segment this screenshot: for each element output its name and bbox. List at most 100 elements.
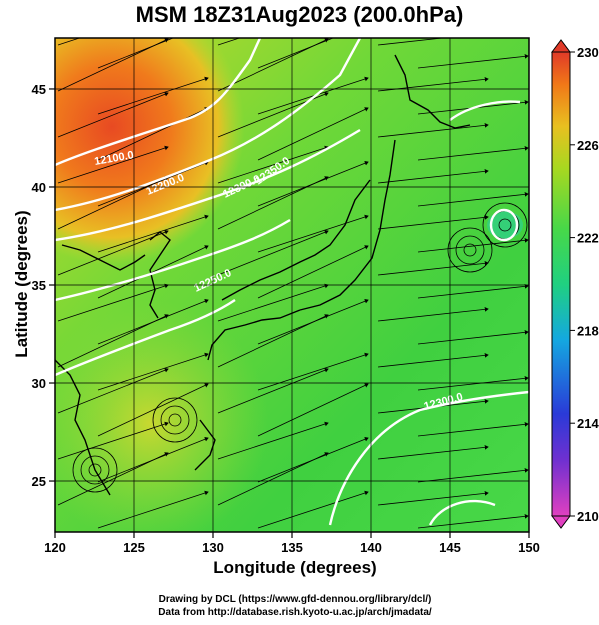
x-tick-label: 145: [439, 540, 461, 555]
grid: [55, 38, 529, 532]
colorbar-scale: [551, 51, 571, 517]
streamline: [57, 452, 169, 506]
streamline: [377, 122, 489, 138]
credit-drawing: Drawing by DCL (https://www.gfd-dennou.o…: [158, 594, 432, 605]
streamline: [97, 76, 209, 115]
streamline: [97, 490, 209, 529]
streamline: [377, 168, 489, 184]
x-tick-label: 140: [360, 540, 382, 555]
y-tick-label: 45: [32, 82, 46, 97]
streamline: [257, 383, 369, 437]
vortex-streamline: [447, 227, 493, 273]
x-tick-label: 130: [202, 540, 224, 555]
x-axis-label: Longitude (degrees): [213, 558, 377, 577]
vortex-streamline: [160, 405, 190, 435]
streamline: [97, 214, 209, 253]
streamline: [257, 214, 369, 253]
china-east-coast: [55, 359, 111, 496]
streamline: [217, 367, 329, 414]
colorbar-tick-label: 210: [577, 509, 599, 524]
streamline: [57, 145, 169, 184]
y-axis-ticks: 25 30 35 40 45: [32, 82, 55, 489]
y-axis-label: Latitude (degrees): [12, 210, 31, 358]
streamline: [377, 214, 489, 230]
cool-eddy: [487, 211, 523, 239]
streamline: [377, 444, 489, 460]
streamline: [57, 91, 169, 138]
streamline: [257, 245, 369, 299]
x-tick-label: 150: [518, 540, 540, 555]
colorbar: 210 214 218 222 226 230: [551, 39, 599, 529]
colorbar-tick-label: 214: [577, 416, 599, 431]
vortex-streamline: [498, 218, 512, 232]
vortex-streamline: [482, 202, 528, 248]
map-title: MSM 18Z31Aug2023 (200.0hPa): [135, 2, 464, 27]
streamline: [417, 237, 529, 253]
x-tick-label: 125: [123, 540, 145, 555]
y-tick-label: 25: [32, 474, 46, 489]
x-tick-label: 135: [281, 540, 303, 555]
y-tick-label: 30: [32, 376, 46, 391]
korea-coast: [149, 231, 171, 319]
streamline: [417, 421, 529, 437]
vortex-streamline: [168, 413, 182, 427]
streamline: [57, 176, 169, 230]
streamline: [97, 352, 209, 391]
honshu-east-coast: [299, 139, 396, 311]
streamline: [377, 490, 489, 506]
credit-data: Data from http://database.rish.kyoto-u.a…: [158, 607, 432, 618]
streamline: [97, 383, 209, 437]
streamline: [217, 314, 329, 368]
x-tick-label: 120: [44, 540, 66, 555]
streamline: [417, 329, 529, 345]
streamline: [417, 513, 529, 529]
streamline: [257, 490, 369, 529]
streamline: [417, 53, 529, 69]
streamline: [417, 283, 529, 299]
streamline: [257, 76, 369, 115]
streamline: [377, 76, 489, 92]
x-axis-ticks: 120 125 130 135 140 145 150: [44, 532, 540, 555]
streamline: [257, 352, 369, 391]
streamline: [217, 176, 329, 230]
vortex-streamline: [455, 235, 485, 265]
y-tick-label: 40: [32, 180, 46, 195]
plot-area: 12100.0 12200.0 12300.0 12350.0 12250.0 …: [55, 38, 529, 532]
streamline: [97, 245, 209, 299]
streamline: [217, 452, 329, 506]
streamline: [417, 191, 529, 207]
colorbar-tick-label: 222: [577, 231, 599, 246]
ryukyu-islands: [194, 419, 216, 471]
colorbar-tick-label: 230: [577, 45, 599, 60]
streamline: [377, 306, 489, 322]
streamline: [57, 421, 169, 460]
height-contours: [55, 38, 529, 526]
streamline: [217, 421, 329, 460]
streamline: [257, 107, 369, 161]
china-north-coast: [61, 244, 146, 271]
coastlines: [55, 54, 471, 496]
colorbar-tick-label: 218: [577, 323, 599, 338]
vortex-streamline: [72, 447, 118, 493]
hokkaido-coast: [394, 54, 471, 129]
honshu-south-coast: [207, 309, 301, 361]
streamline: [57, 38, 81, 46]
streamline: [377, 38, 446, 46]
vortex-streamline: [463, 243, 477, 257]
streamline: [377, 352, 489, 368]
streamline: [217, 229, 329, 276]
colorbar-max-arrow: [551, 39, 571, 53]
streamline: [377, 260, 489, 276]
streamline: [97, 107, 209, 161]
streamline: [217, 91, 329, 138]
vortex-streamline: [152, 397, 198, 443]
streamline: [217, 283, 329, 322]
streamline: [57, 38, 169, 92]
colorbar-tick-label: 226: [577, 138, 599, 153]
streamline: [57, 367, 169, 414]
colorbar-min-arrow: [551, 515, 571, 529]
y-tick-label: 35: [32, 278, 46, 293]
vortex-streamline: [88, 463, 102, 477]
streamline: [217, 38, 241, 46]
